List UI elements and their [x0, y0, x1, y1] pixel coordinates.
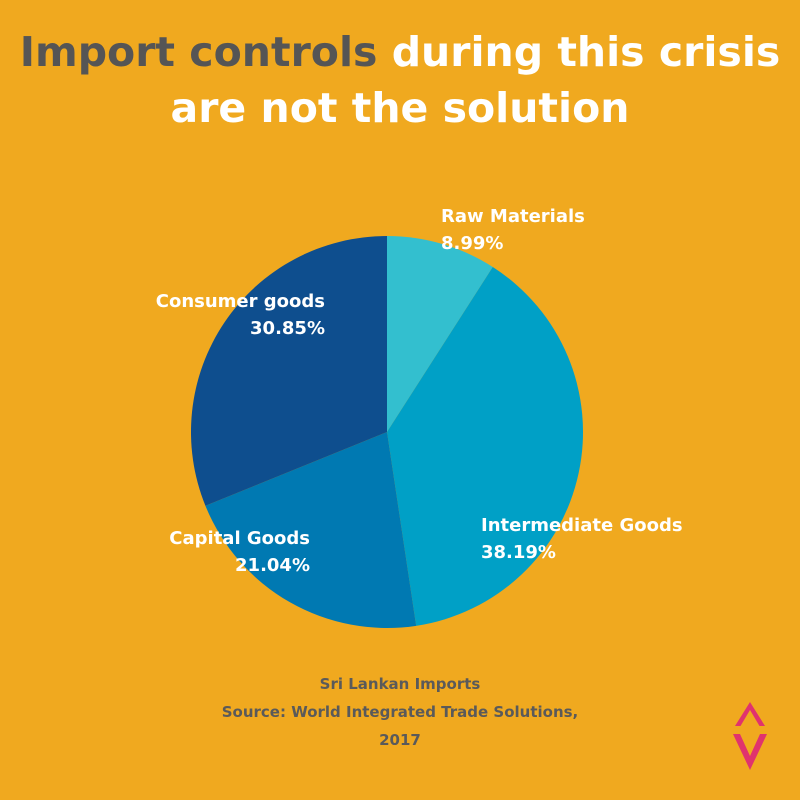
- pie-slice-capital-goods: [205, 432, 417, 629]
- pie-slice-raw-materials: [387, 236, 493, 432]
- footer-caption: Sri Lankan Imports: [319, 675, 481, 693]
- slice-label-intermediate-goods: Intermediate Goods 38.19%: [481, 512, 683, 566]
- slice-value: 38.19%: [481, 542, 556, 563]
- footer-year: 2017: [379, 731, 421, 749]
- slice-label-consumer-goods: Consumer goods 30.85%: [137, 288, 325, 342]
- pie-slice-intermediate-goods: [387, 267, 584, 626]
- slice-label-raw-materials: Raw Materials 8.99%: [441, 203, 585, 257]
- chart-footer: Sri Lankan Imports Source: World Integra…: [0, 670, 800, 754]
- slice-value: 8.99%: [441, 233, 504, 254]
- footer-source: Source: World Integrated Trade Solutions…: [221, 703, 579, 721]
- title-rest: during this crisis are not the solution: [170, 28, 781, 132]
- title-highlight: Import controls: [19, 28, 378, 76]
- slice-name: Consumer goods: [155, 291, 325, 312]
- slice-value: 21.04%: [235, 555, 310, 576]
- pie-slice-consumer-goods: [190, 235, 387, 506]
- slice-label-capital-goods: Capital Goods 21.04%: [150, 525, 310, 579]
- slice-name: Capital Goods: [169, 528, 310, 549]
- slice-name: Intermediate Goods: [481, 515, 683, 536]
- chart-title: Import controls during this crisis are n…: [0, 24, 800, 136]
- slice-value: 30.85%: [250, 318, 325, 339]
- brand-logo-icon: [733, 702, 767, 770]
- slice-name: Raw Materials: [441, 206, 585, 227]
